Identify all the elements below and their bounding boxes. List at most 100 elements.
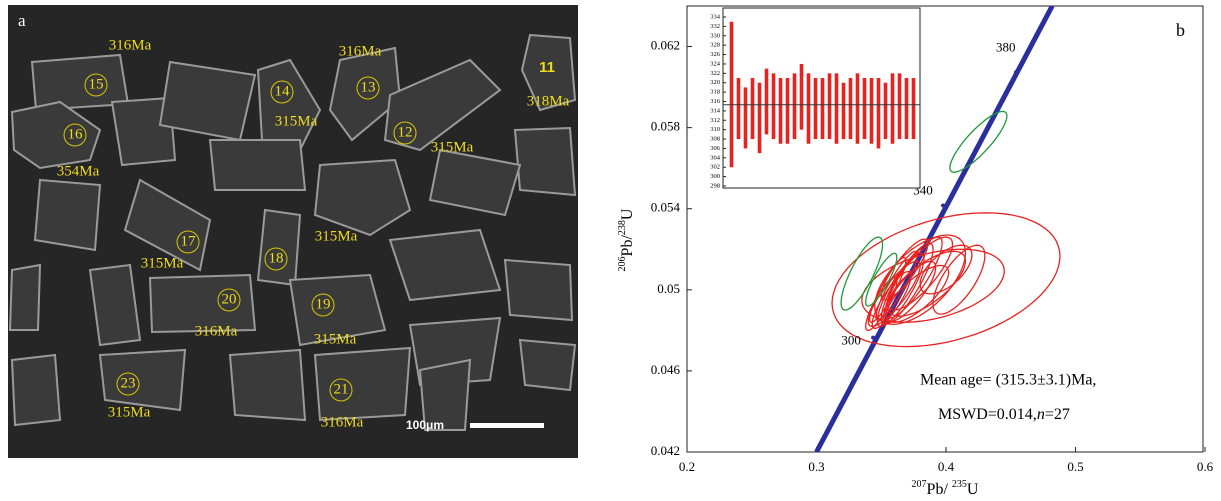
scale-label: 100μm	[406, 418, 444, 432]
age-bar	[778, 78, 783, 144]
spot-circle	[270, 80, 294, 104]
inset-y-tick-label: 328	[710, 42, 720, 49]
inset-y-tick-label: 316	[710, 98, 721, 105]
spot-circle	[116, 372, 140, 396]
spot-age: 318Ma	[527, 93, 570, 109]
spot-age: 354Ma	[57, 163, 100, 179]
inset-y-tick-label: 324	[710, 60, 721, 67]
age-mark	[871, 335, 876, 340]
age-bar	[729, 21, 734, 168]
spot-number: 16	[68, 126, 84, 142]
inset-y-tick-label: 322	[710, 70, 720, 77]
spot-number: 13	[361, 79, 376, 95]
spot-number: 20	[222, 291, 237, 307]
age-label: 300	[841, 333, 861, 348]
inset-y-tick-label: 312	[710, 117, 720, 124]
inset-y-tick-label: 306	[710, 145, 721, 152]
spot-circle	[63, 123, 87, 147]
spot-circle	[393, 121, 417, 145]
age-bar	[736, 78, 741, 140]
age-bar	[897, 73, 902, 140]
inset-y-tick-label: 330	[710, 32, 720, 39]
spot-age: 315Ma	[315, 228, 358, 244]
spot-circle	[176, 230, 200, 254]
spot-age: 316Ma	[109, 37, 152, 53]
spot-number: 11	[539, 59, 555, 76]
spot-circle	[84, 73, 108, 97]
age-bar	[764, 68, 769, 135]
error-ellipse	[868, 256, 907, 323]
inset-y-tick-label: 318	[710, 89, 720, 96]
age-label: 380	[996, 39, 1016, 54]
age-mark	[941, 203, 946, 208]
spot-number: 15	[89, 76, 104, 92]
inset-y-tick-label: 308	[710, 136, 720, 143]
age-bar	[841, 82, 846, 140]
annotation: MSWD=0.014,n=27	[938, 406, 1070, 423]
spot-number: 23	[121, 375, 136, 391]
age-bar	[785, 78, 790, 144]
error-ellipse	[865, 252, 898, 307]
spot-circle	[264, 247, 288, 271]
inset-y-tick-label: 302	[710, 164, 720, 171]
spot-age: 315Ma	[431, 139, 474, 155]
spot-age: 316Ma	[195, 323, 238, 339]
inset-y-tick-label: 320	[710, 79, 720, 86]
y-tick-label: 0.054	[651, 200, 681, 215]
scale-bar	[470, 423, 544, 428]
age-bar	[911, 78, 916, 140]
inset-y-tick-label: 332	[710, 23, 720, 30]
age-bar	[862, 78, 867, 140]
error-ellipse	[932, 244, 986, 315]
spot-age: 315Ma	[314, 331, 357, 347]
inset-y-tick-label: 300	[710, 173, 720, 180]
x-tick-label: 0.2	[679, 459, 695, 474]
spot-number: 14	[275, 83, 291, 99]
cl-image-panel: 100μm a 15 316Ma 16 354Ma 14 315Ma 13 316Ma 11 31…	[8, 5, 578, 458]
age-bar	[743, 87, 748, 149]
spot-circle	[217, 288, 241, 312]
spot-age: 315Ma	[108, 404, 151, 420]
error-ellipse	[831, 212, 1061, 348]
spot-circle	[356, 76, 380, 100]
age-bar	[827, 73, 832, 140]
concordia-line	[814, 6, 1055, 452]
plot-area	[814, 6, 1061, 452]
error-ellipse	[840, 236, 884, 311]
age-bar	[806, 73, 811, 144]
y-tick-label: 0.062	[651, 38, 680, 53]
x-tick-label: 0.4	[938, 459, 955, 474]
spot-circle	[311, 293, 335, 317]
spot-number: 21	[334, 381, 349, 397]
x-tick-label: 0.5	[1067, 459, 1083, 474]
spot-number: 12	[398, 124, 413, 140]
y-tick-label: 0.046	[651, 362, 681, 377]
age-bar	[820, 78, 825, 140]
panel-label: a	[18, 11, 26, 30]
spot-circle	[329, 378, 353, 402]
age-bar	[750, 78, 755, 140]
zircon-grains	[8, 33, 577, 431]
age-mark	[1013, 70, 1018, 75]
age-bar	[834, 73, 839, 144]
inset-y-tick-label: 326	[710, 51, 721, 58]
error-ellipse	[880, 238, 929, 301]
age-bar	[904, 78, 909, 140]
x-tick-label: 0.3	[808, 459, 824, 474]
age-bar	[813, 78, 818, 140]
age-bar	[890, 73, 895, 144]
inset-y-tick-label: 310	[710, 126, 720, 133]
y-tick-label: 0.05	[657, 281, 680, 296]
spot-number: 19	[316, 296, 331, 312]
spot-number: 18	[269, 250, 284, 266]
age-bar	[855, 73, 860, 144]
error-ellipse	[874, 234, 967, 325]
error-ellipse	[861, 248, 1005, 323]
panel-label: b	[1176, 20, 1185, 40]
spot-age: 315Ma	[141, 255, 184, 271]
spot-age: 316Ma	[321, 414, 364, 430]
inset-y-tick-label: 304	[710, 154, 721, 161]
y-tick-label: 0.058	[651, 119, 680, 134]
age-bar	[869, 78, 874, 144]
